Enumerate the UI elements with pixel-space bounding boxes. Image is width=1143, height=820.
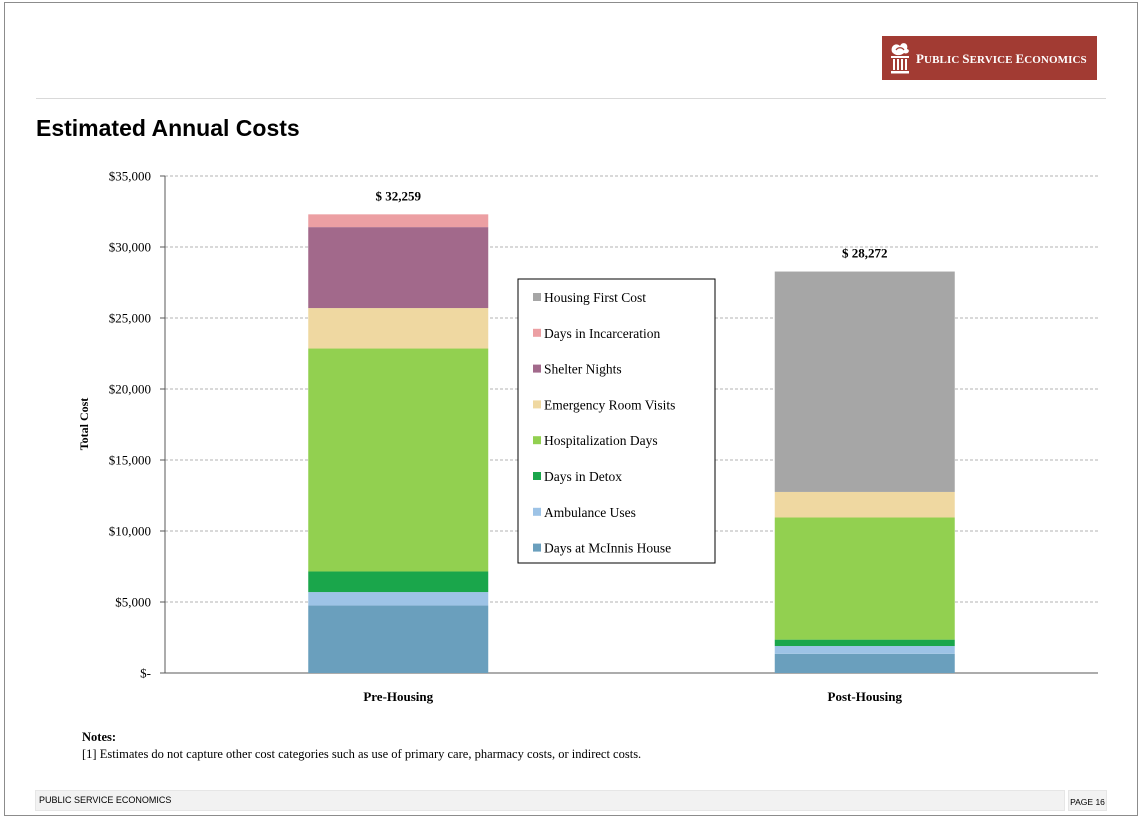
stacked-bar-chart: $- $5,000 $10,000 $15,000 $20,000 $25,000 $30,… <box>77 169 1098 704</box>
bar-segment <box>308 214 489 228</box>
notes-title: Notes: <box>82 730 117 744</box>
footer-bar: PUBLIC SERVICE ECONOMICS <box>35 790 1065 811</box>
legend-label: Hospitalization Days <box>544 433 658 448</box>
x-category-label: Post-Housing <box>828 689 903 704</box>
legend-swatch <box>533 436 541 445</box>
bar-segment <box>308 308 489 349</box>
bar-segment <box>308 605 489 673</box>
y-tick-labels: $- $5,000 $10,000 $15,000 $20,000 $25,000 $30,… <box>109 169 151 681</box>
legend-label: Emergency Room Visits <box>544 397 675 412</box>
legend-label: Shelter Nights <box>544 362 622 377</box>
legend-swatch <box>533 507 541 516</box>
legend-label: Days in Incarceration <box>544 326 660 341</box>
y-tick-label: $15,000 <box>109 453 151 468</box>
bar-segment <box>308 348 489 572</box>
legend-box <box>517 278 716 564</box>
category-labels: Pre-Housing Post-Housing <box>363 689 902 704</box>
page-number: PAGE 16 <box>1070 797 1105 807</box>
legend-label: Days at McInnis House <box>544 541 671 556</box>
legend-swatch <box>533 293 541 301</box>
bar-segment <box>774 271 955 492</box>
bar-segment <box>774 639 955 647</box>
bar-segment <box>308 227 489 309</box>
bar-segment <box>774 653 955 673</box>
bar-segment <box>774 517 955 640</box>
bars <box>308 214 955 673</box>
y-tick-label: $30,000 <box>109 240 151 255</box>
legend-swatch <box>533 400 541 409</box>
legend-swatch <box>533 328 541 337</box>
total-labels: $ 32,259 $ 28,272 <box>376 188 888 260</box>
y-tick-label: $10,000 <box>109 524 151 539</box>
y-axis-label: Total Cost <box>77 398 91 451</box>
page-number-box: PAGE 16 <box>1068 790 1107 811</box>
column-seal-icon <box>891 43 909 74</box>
legend-swatch <box>533 364 541 373</box>
y-tick-label: $25,000 <box>109 311 151 326</box>
legend-swatch <box>533 472 541 480</box>
notes: Notes: [1] Estimates do not capture othe… <box>82 730 641 762</box>
y-tick-label: $35,000 <box>109 169 151 184</box>
y-tick-label: $5,000 <box>115 595 151 610</box>
bar-segment <box>308 571 489 593</box>
header-divider <box>36 98 1106 99</box>
footer-brand: PUBLIC SERVICE ECONOMICS <box>39 795 172 805</box>
page-frame <box>4 2 1138 816</box>
legend-swatch <box>533 543 541 552</box>
notes-line: [1] Estimates do not capture other cost … <box>82 747 642 761</box>
legend: Housing First Cost Days in Incarceration S… <box>517 278 716 564</box>
logo-text: PUBLIC SERVICE ECONOMICS <box>916 51 1087 66</box>
bar-total-label: $ 28,272 <box>842 246 888 261</box>
y-tick-label: $- <box>140 666 151 681</box>
legend-label: Days in Detox <box>544 469 622 484</box>
page-title: Estimated Annual Costs <box>36 115 300 141</box>
bar-total-label: $ 32,259 <box>376 188 422 203</box>
x-category-label: Pre-Housing <box>363 689 433 704</box>
bar-segment <box>774 646 955 654</box>
y-tick-label: $20,000 <box>109 382 151 397</box>
bar-segment <box>774 491 955 518</box>
legend-label: Housing First Cost <box>544 290 646 305</box>
bar-segment <box>308 592 489 606</box>
brand-logo: PUBLIC SERVICE ECONOMICS <box>882 36 1097 80</box>
legend-label: Ambulance Uses <box>544 505 636 520</box>
